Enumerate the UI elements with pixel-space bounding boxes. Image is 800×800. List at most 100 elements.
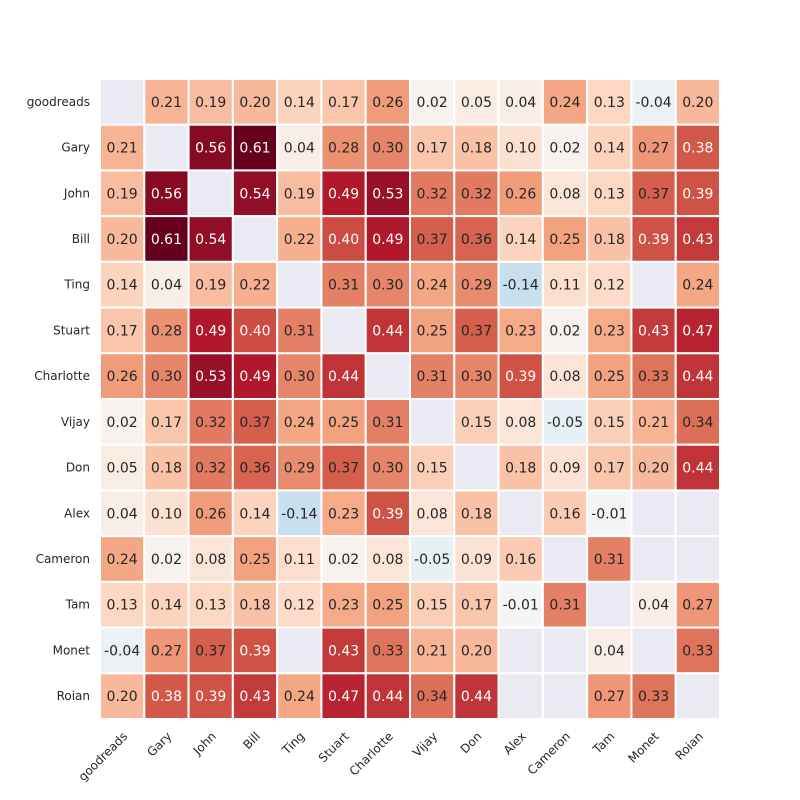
cell-value-label: 0.14 [284,95,315,111]
heatmap-cell-empty [99,78,146,126]
x-tick-label: Roian [672,729,706,763]
cell-value-label: 0.23 [505,323,536,339]
heatmap-cell [364,215,412,263]
y-axis-tick-labels: goodreads Gary John Bill Ting Stuart Charlotte… [27,95,90,703]
cell-value-label: 0.32 [417,186,448,202]
cell-value-label: 0.54 [195,232,226,248]
heatmap-cell [674,260,722,309]
cell-value-label: 0.31 [594,552,625,568]
heatmap-cell [143,260,190,309]
cell-value-label: 0.20 [461,643,492,659]
heatmap-cell [99,352,146,400]
cell-value-label: 0.53 [195,369,226,385]
cell-value-label: 0.20 [107,689,138,705]
cell-value-label: 0.17 [461,598,492,614]
heatmap-cell [364,443,412,492]
cell-value-label: 0.15 [417,461,448,477]
cell-value-label: 0.39 [682,186,713,202]
heatmap-cell [99,443,146,492]
cell-value-label: 0.09 [461,552,492,568]
x-tick-label: Gary [144,729,174,759]
cell-value-label: 0.14 [239,506,270,522]
heatmap-cell [276,672,323,720]
cell-value-label: 0.08 [195,552,226,568]
heatmap-cell [674,580,722,629]
heatmap-cell [364,535,412,583]
heatmap-cell [586,215,633,263]
heatmap-cell [630,352,677,400]
cell-value-label: 0.44 [682,369,713,385]
cell-value-label: 0.31 [328,278,359,294]
cell-value-label: 0.33 [372,643,403,659]
cell-value-label: 0.37 [239,415,270,431]
cell-value-label: 0.13 [107,598,138,614]
heatmap-cell [187,306,234,355]
cell-value-label: -0.14 [503,278,539,294]
x-tick-label: Bill [240,729,263,752]
heatmap-cell [276,535,323,583]
cell-value-label: 0.18 [461,506,492,522]
heatmap-cell [674,352,722,400]
cell-value-label: 0.26 [195,506,226,522]
cell-value-label: 0.05 [107,461,138,477]
heatmap-cell-empty [409,398,456,446]
heatmap-cell [99,672,146,720]
cell-value-label: 0.15 [461,415,492,431]
cell-value-label: 0.40 [239,323,270,339]
cell-value-label: 0.16 [505,552,536,568]
cell-value-label: -0.01 [591,506,627,522]
cell-value-label: 0.25 [417,323,448,339]
cell-value-label: 0.29 [284,461,315,477]
cell-value-label: 0.04 [151,278,182,294]
cell-value-label: 0.28 [328,141,359,157]
cell-value-label: 0.30 [372,461,403,477]
cell-value-label: 0.37 [638,186,669,202]
cell-value-label: 0.30 [284,369,315,385]
cell-value-label: 0.20 [638,461,669,477]
heatmap-cell [320,489,367,538]
cell-value-label: 0.04 [505,95,536,111]
heatmap-cell [99,123,146,172]
cell-value-label: 0.56 [195,141,226,157]
cell-value-label: 0.11 [549,278,580,294]
cell-value-label: 0.27 [151,643,182,659]
cell-value-label: 0.08 [372,552,403,568]
heatmap-cell-empty [541,535,589,583]
x-tick-label: John [190,729,219,758]
cell-value-label: 0.21 [151,95,182,111]
heatmap-cell [364,580,412,629]
y-tick-label: Cameron [36,552,90,566]
heatmap-cell-empty [231,215,279,263]
cell-value-label: 0.17 [594,461,625,477]
heatmap-cell [99,398,146,446]
heatmap-cell [364,123,412,172]
heatmap-cell [409,260,456,309]
cell-value-label: 0.49 [195,323,226,339]
y-tick-label: goodreads [27,95,90,109]
cell-value-label: 0.40 [328,232,359,248]
heatmap-cell [586,306,633,355]
x-tick-label: Monet [625,729,662,766]
cell-value-label: 0.04 [638,598,669,614]
heatmap-cell [497,260,544,309]
cell-value-label: -0.05 [414,552,450,568]
cell-value-label: 0.32 [195,415,226,431]
cell-value-label: 0.33 [682,643,713,659]
heatmap-cell [276,306,323,355]
heatmap-cell-empty [630,535,677,583]
heatmap-cell [630,443,677,492]
heatmap-cell-empty [674,489,722,538]
heatmap-cell-empty [320,306,367,355]
cell-value-label: 0.20 [682,95,713,111]
cell-value-label: 0.24 [682,278,713,294]
y-tick-label: Stuart [53,323,90,337]
heatmap-cell [143,535,190,583]
heatmap-cell-empty [586,580,633,629]
x-tick-label: goodreads [76,729,131,784]
heatmap-cell [231,123,279,172]
heatmap-cell-empty [630,626,677,675]
y-tick-label: Alex [64,506,90,520]
cell-value-label: -0.05 [547,415,583,431]
cell-value-label: 0.14 [594,141,625,157]
heatmap-cell [541,169,589,218]
